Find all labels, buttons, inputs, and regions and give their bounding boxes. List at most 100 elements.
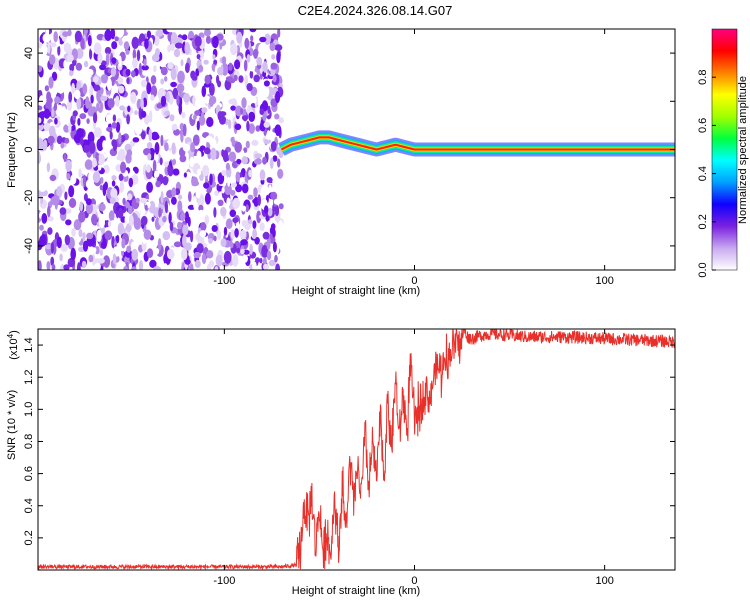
noise-blob xyxy=(192,134,200,146)
noise-blob xyxy=(253,48,259,59)
noise-blob xyxy=(232,254,239,267)
noise-blob xyxy=(51,263,56,270)
noise-blob xyxy=(164,142,169,152)
noise-blob xyxy=(253,112,261,126)
noise-blob xyxy=(178,103,183,115)
noise-blob xyxy=(230,43,238,56)
noise-blob xyxy=(197,199,202,207)
noise-blob xyxy=(236,31,243,44)
noise-blob xyxy=(196,243,204,254)
noise-blob xyxy=(50,256,55,266)
noise-blob xyxy=(78,211,86,223)
noise-blob xyxy=(86,118,90,124)
noise-blob xyxy=(247,219,253,225)
noise-blob xyxy=(198,96,202,110)
noise-blob xyxy=(146,248,154,258)
noise-blob xyxy=(92,171,101,183)
noise-blob xyxy=(175,37,183,45)
noise-blob xyxy=(203,95,211,104)
noise-blob xyxy=(175,42,183,49)
noise-blob xyxy=(86,236,94,247)
noise-blob xyxy=(274,113,280,120)
noise-blob xyxy=(266,250,272,261)
noise-blob xyxy=(113,83,117,92)
noise-blob xyxy=(74,89,81,100)
noise-blob xyxy=(77,262,81,270)
noise-blob xyxy=(68,185,75,198)
noise-blob xyxy=(92,247,97,254)
noise-blob xyxy=(102,255,111,268)
noise-blob xyxy=(244,74,248,87)
noise-blob xyxy=(166,29,175,33)
noise-blob xyxy=(83,60,89,68)
noise-blob xyxy=(172,123,178,131)
noise-blob xyxy=(116,155,122,161)
noise-blob xyxy=(192,95,196,106)
noise-blob xyxy=(79,201,84,212)
noise-blob xyxy=(214,190,219,197)
noise-blob xyxy=(230,105,236,111)
colorbar: 0.0 0.2 0.4 0.6 0.8 Normalized spectral ampl… xyxy=(697,28,749,278)
noise-blob xyxy=(159,157,163,166)
noise-blob xyxy=(112,139,118,152)
noise-blob xyxy=(225,162,230,171)
noise-blob xyxy=(85,202,93,215)
noise-blob xyxy=(138,260,144,270)
colorbar-tick-label: 0.6 xyxy=(697,118,709,133)
noise-blob xyxy=(107,220,112,227)
noise-blob xyxy=(43,122,52,132)
noise-blob xyxy=(150,85,158,98)
noise-blob xyxy=(140,97,144,110)
noise-blob xyxy=(254,236,260,245)
noise-blob xyxy=(121,238,126,249)
snr-y-tick-label: 0.2 xyxy=(23,530,35,545)
noise-blob xyxy=(111,41,118,50)
noise-blob xyxy=(139,197,148,204)
noise-blob xyxy=(131,248,138,261)
noise-blob xyxy=(140,208,146,215)
noise-blob xyxy=(212,54,216,60)
noise-blob xyxy=(93,112,98,124)
noise-blob xyxy=(270,132,277,138)
noise-blob xyxy=(232,217,239,223)
noise-blob xyxy=(262,61,268,73)
noise-blob xyxy=(111,57,117,64)
noise-blob xyxy=(53,209,58,217)
noise-blob xyxy=(167,44,172,53)
noise-blob xyxy=(54,96,61,104)
noise-blob xyxy=(270,62,278,70)
snr-y-tick-label: 1.0 xyxy=(23,402,35,417)
noise-blob xyxy=(38,95,46,107)
noise-blob xyxy=(51,108,55,118)
noise-blob xyxy=(176,94,180,106)
noise-blob xyxy=(213,59,218,65)
snr-x-tick-label: 100 xyxy=(595,575,613,587)
noise-blob xyxy=(248,169,253,178)
noise-blob xyxy=(149,259,157,268)
noise-blob xyxy=(78,229,83,238)
spectrogram-axes: -100 0 100 -40 -20 0 20 40 xyxy=(23,29,675,287)
noise-blob xyxy=(164,76,168,82)
noise-blob xyxy=(222,149,229,163)
noise-blob xyxy=(224,184,232,195)
noise-blob xyxy=(105,114,113,124)
noise-blob xyxy=(55,104,64,117)
noise-blob xyxy=(234,228,239,238)
snr-y-tick-label: 0.8 xyxy=(23,434,35,449)
noise-blob xyxy=(201,253,207,265)
noise-blob xyxy=(135,197,140,204)
noise-blob xyxy=(194,36,202,47)
noise-blob xyxy=(66,172,71,180)
noise-blob xyxy=(219,115,226,125)
noise-blob xyxy=(153,65,157,73)
noise-blob xyxy=(237,185,242,192)
noise-blob xyxy=(242,254,248,263)
noise-blob xyxy=(248,123,255,134)
noise-blob xyxy=(57,86,64,94)
noise-blob xyxy=(111,122,117,129)
snr-y-tick-label: 1.4 xyxy=(23,337,35,352)
noise-blob xyxy=(59,253,63,262)
noise-blob xyxy=(181,111,186,119)
noise-blob xyxy=(63,152,67,163)
noise-blob xyxy=(263,138,271,144)
